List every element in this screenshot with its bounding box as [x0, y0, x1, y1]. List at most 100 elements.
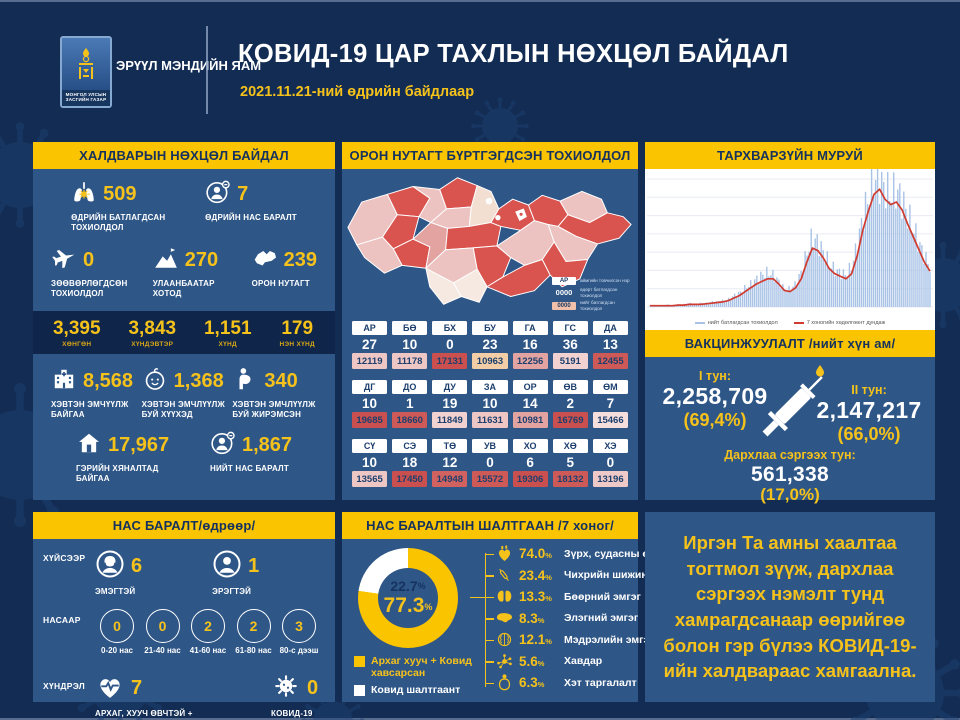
- stat-label: ӨДРИЙН БАТЛАГДСАН ТОХИОЛДОЛ: [71, 213, 166, 232]
- infection-panel: ХАЛДВАРЫН НӨХЦӨЛ БАЙДАЛ 509 ӨДРИЙН БАТЛАГ…: [33, 142, 335, 500]
- dose1-value: 2,258,709: [662, 383, 768, 409]
- dose2-label: II тун:: [851, 383, 887, 397]
- stat-heart-pulse: 7 АРХАГ, ХУУЧ ӨВЧТЭЙ + КОВИД ХАВСАРСАН: [95, 671, 215, 720]
- province-total-cases: 12119: [352, 353, 388, 369]
- province-code: ТӨ: [432, 439, 468, 453]
- top-edge-line: [0, 0, 960, 2]
- age-label: 0-20 нас: [101, 646, 133, 655]
- province-code: ГС: [552, 321, 588, 335]
- stat-value: 0: [83, 249, 95, 271]
- region-cell-ӨВ: ӨВ 2 16769: [552, 380, 588, 428]
- deaths-by-age-row: НАСААР 0 0-20 нас 0 21-40 нас 2 41-60 нас 2 61-…: [33, 601, 335, 667]
- percent-sign: %: [545, 572, 552, 582]
- donut-legend: Архаг хууч + Ковид хавсарсан Ковид шалтга…: [354, 655, 494, 701]
- legend-swatch: [793, 321, 804, 325]
- cause-percent-value: 13.3: [519, 589, 546, 605]
- sex-stats: 6 ЭМЭГТЭЙ 1 ЭРЭГТЭЙ: [95, 549, 259, 597]
- province-daily-cases: 19: [442, 396, 458, 411]
- donut-legend-item: Архаг хууч + Ковид хавсарсан: [354, 655, 494, 679]
- severity-value: 3,843: [128, 318, 177, 339]
- stat-value: 1: [248, 555, 260, 577]
- map-legend-item: 0000 нийт батлагдсан тохиолдол: [552, 300, 632, 311]
- age-group: 0 0-20 нас: [95, 609, 139, 656]
- cause-row: 23.4% Чихрийн шижин: [485, 565, 648, 587]
- legend-label: нийт батлагдсан тохиолдол: [707, 320, 778, 326]
- stat-label: УЛААНБААТАР ХОТОД: [152, 279, 215, 298]
- epidemic-curve-chart: [645, 163, 935, 318]
- region-cell-ДГ: ДГ 10 19685: [352, 380, 388, 428]
- airplane-icon: [51, 245, 77, 276]
- province-total-cases: 5191: [552, 353, 588, 369]
- cause-percent: 6.3%: [519, 675, 559, 690]
- region-cell-АР: АР 27 12119: [352, 321, 388, 369]
- stat-value: 340: [264, 370, 298, 392]
- dose2-block: II тун: 2,147,217 (66,0%): [805, 383, 933, 445]
- stat-baby: 1,368 ХЭВТЭН ЭМЧЛҮҮЛЖ БУЙ ХҮҮХЭД: [142, 366, 227, 420]
- region-cell-СЭ: СЭ 18 17450: [392, 439, 428, 487]
- dose1-label: I тун:: [698, 369, 732, 383]
- complication-row-label: ХҮНДРЭЛ: [43, 681, 86, 691]
- province-total-cases: 18132: [552, 471, 588, 487]
- age-circle: 0: [145, 609, 180, 643]
- province-daily-cases: 0: [486, 455, 494, 470]
- province-total-cases: 12256: [512, 353, 548, 369]
- percent-sign: %: [537, 680, 545, 690]
- stat-virus: 0 КОВИД-19: [271, 671, 318, 720]
- region-cell-ӨМ: ӨМ 7 15466: [592, 380, 628, 428]
- stat-monument: 270 УЛААНБААТАР ХОТОД: [153, 245, 246, 299]
- cause-label: Чихрийн шижин: [564, 569, 648, 582]
- region-cell-ТӨ: ТӨ 12 14948: [432, 439, 468, 487]
- cause-label: Элэгний эмгэг: [564, 612, 639, 625]
- stat-label: ХЭВТЭН ЭМЧЛҮҮЛЖ БУЙ ХҮҮХЭД: [141, 400, 225, 419]
- stat-value: 270: [184, 249, 219, 271]
- hospitalized-stats-row: 8,568 ХЭВТЭН ЭМЧҮҮЛЖ БАЙГАА 1,368 ХЭВТЭН ЭМ…: [33, 354, 335, 420]
- province-code: ДА: [592, 321, 628, 335]
- province-total-cases: 19306: [512, 471, 548, 487]
- infection-panel-title: ХАЛДВАРЫН НӨХЦӨЛ БАЙДАЛ: [33, 142, 335, 169]
- vaccine-panel: ВАКЦИНЖУУЛАЛТ /нийт хүн ам/ I тун: 2,258…: [645, 330, 935, 504]
- province-code: ХӨ: [552, 439, 588, 453]
- cause-percent: 23.4%: [519, 568, 559, 583]
- stat-airplane: 0 ЗӨӨВӨРЛӨГДСӨН ТОХИОЛДОЛ: [51, 245, 147, 299]
- province-code: ДУ: [432, 380, 468, 394]
- cause-percent-value: 12.1: [519, 632, 546, 648]
- legend-label: Ковид шалтгаант: [371, 684, 461, 697]
- province-daily-cases: 10: [362, 455, 378, 470]
- severity-value: 3,395: [52, 318, 101, 339]
- age-label: 21-40 нас: [144, 646, 181, 655]
- map-legend-swatch: АР: [552, 277, 576, 285]
- age-group: 3 80-с дээш: [277, 609, 321, 656]
- severity-value: 179: [281, 318, 314, 339]
- legend-label: Архаг хууч + Ковид хавсарсан: [371, 655, 472, 680]
- stat-region-map: 239 ОРОН НУТАГТ: [252, 245, 317, 299]
- stat-value: 509: [103, 183, 137, 205]
- map-legend-text: аймгийн товчилсон нэр: [580, 278, 630, 284]
- daily-stats-row: 509 ӨДРИЙН БАТЛАГДСАН ТОХИОЛДОЛ 7 ӨДРИЙН НА…: [33, 169, 335, 233]
- province-total-cases: 16769: [552, 412, 588, 428]
- region-cell-ДУ: ДУ 19 11849: [432, 380, 468, 428]
- government-logo: МОНГОЛ УЛСЫН ЗАСГИЙН ГАЗАР: [60, 36, 112, 108]
- cause-percent: 12.1%: [519, 632, 559, 647]
- map-legend-item: АР аймгийн товчилсон нэр: [552, 277, 632, 285]
- province-total-cases: 13196: [592, 471, 628, 487]
- region-table-row: АР 27 12119 БӨ 10 11178 БХ 0 17131 БУ 23 10963 ГА 16 1…: [352, 321, 628, 369]
- province-daily-cases: 27: [362, 337, 378, 352]
- stat-label: ЭМЭГТЭЙ: [95, 587, 136, 596]
- curve-legend: нийт батлагдсан тохиолдол 7 хоногийн хөдө…: [645, 318, 935, 330]
- percent-sign: %: [545, 594, 552, 604]
- region-cell-ГА: ГА 16 12256: [512, 321, 548, 369]
- province-code: БХ: [432, 321, 468, 335]
- stat-lungs-virus: 509 ӨДРИЙН БАТЛАГДСАН ТОХИОЛДОЛ: [71, 179, 167, 233]
- severity-strip: 3,395 ХӨНГӨН 3,843 ХҮНДЭВТЭР 1,151 ХҮНД 179 НЭН…: [33, 311, 335, 354]
- percent-sign: %: [545, 637, 552, 647]
- deaths-panel: НАС БАРАЛТ/өдрөөр/ ХҮЙСЭЭР 6 ЭМЭГТЭЙ 1 ЭРЭГ…: [33, 512, 335, 720]
- province-code: СҮ: [352, 439, 388, 453]
- legend-swatch: [694, 321, 705, 325]
- monument-icon: [153, 245, 179, 276]
- cause-label: Хэт таргалалт: [564, 676, 637, 689]
- female-icon: [95, 549, 125, 584]
- province-code: ДГ: [352, 380, 388, 394]
- age-group: 0 21-40 нас: [141, 609, 185, 656]
- causes-panel: НАС БАРАЛТЫН ШАЛТГААН /7 хоног/ 22.7% 77…: [342, 512, 674, 702]
- virus-icon: [271, 671, 301, 706]
